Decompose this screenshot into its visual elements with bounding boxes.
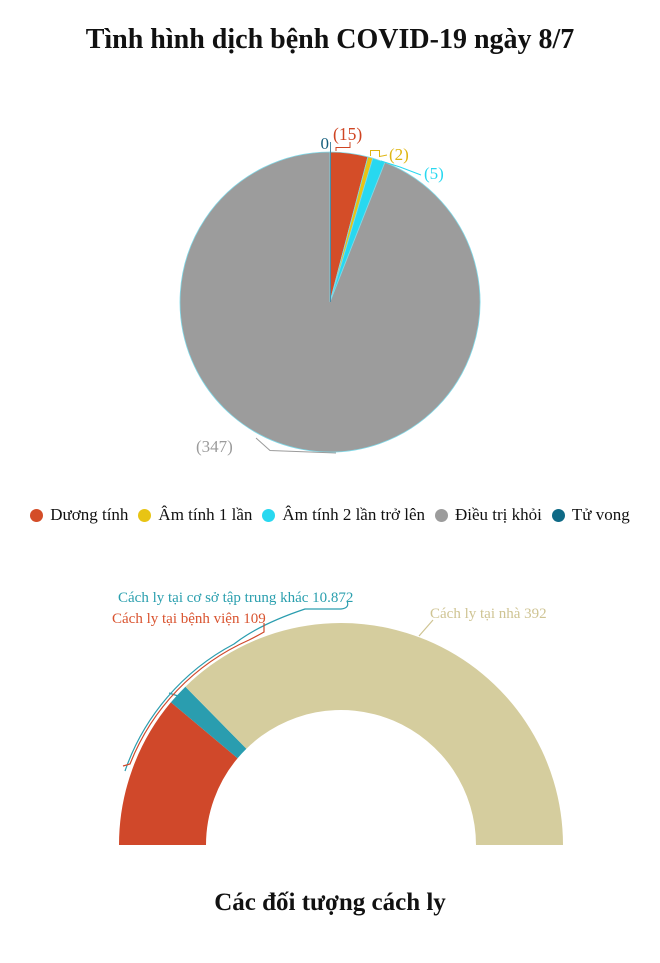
pie-label-duong-tinh: (15) — [333, 124, 362, 144]
legend-item-am-tinh-1-lan: Âm tính 1 lần — [138, 505, 252, 525]
leader-line-duong-tinh — [335, 142, 351, 151]
donut-slice-0 — [118, 702, 238, 845]
pie-label-tu-vong: 0 — [321, 134, 330, 153]
bottom-chart-title: Các đối tượng cách ly — [214, 889, 446, 916]
pie-label-am-tinh-1-lan: (2) — [389, 145, 409, 164]
legend-dot-tu-vong — [551, 508, 565, 522]
legend-label-tu-vong: Tử vong — [571, 505, 630, 524]
legend-dot-dieu-tri-khoi — [435, 508, 448, 522]
legend-dot-duong-tinh — [30, 508, 44, 522]
leader-line-am-tinh-2-lan — [380, 160, 422, 176]
leader-tick-cach-ly-tap-trung — [168, 692, 182, 698]
pie-label-dieu-tri-khoi: (347) — [196, 437, 233, 456]
pie-slice-3 — [179, 151, 481, 453]
top-chart-title: Tình hình dịch bệnh COVID-19 ngày 8/7 — [85, 24, 575, 55]
pie-label-am-tinh-2-lan: (5) — [424, 164, 444, 183]
legend-label-dieu-tri-khoi: Điều trị khỏi — [455, 505, 542, 524]
donut-label-cach-ly-benh-vien: Cách ly tại bệnh viện 109 — [112, 611, 266, 627]
legend-item-am-tinh-2-lan: Âm tính 2 lần trở lên — [262, 505, 425, 525]
donut-label-cach-ly-tap-trung: Cách ly tại cơ sở tập trung khác 10.872 — [118, 590, 354, 606]
leader-line-cach-ly-benh-vien — [122, 623, 265, 767]
legend-label-am-tinh-1-lan: Âm tính 1 lần — [158, 505, 253, 524]
pie-legend: Dương tính Âm tính 1 lần Âm tính 2 lần t… — [0, 505, 660, 525]
donut-slice-1 — [170, 686, 247, 759]
legend-item-duong-tinh: Dương tính — [30, 505, 128, 525]
legend-item-tu-vong: Tử vong — [551, 505, 630, 525]
pie-chart — [179, 151, 481, 453]
legend-label-am-tinh-2-lan: Âm tính 2 lần trở lên — [282, 505, 425, 524]
legend-dot-am-tinh-2-lan — [262, 508, 276, 522]
legend-dot-am-tinh-1-lan — [138, 508, 152, 522]
leader-line-am-tinh-1-lan — [370, 150, 388, 158]
quarantine-half-donut-chart — [118, 623, 563, 845]
legend-label-duong-tinh: Dương tính — [50, 505, 129, 524]
donut-slice-2 — [185, 623, 563, 845]
donut-label-cach-ly-tai-nha: Cách ly tại nhà 392 — [430, 606, 547, 622]
leader-line-cach-ly-tap-trung — [124, 600, 349, 772]
legend-item-dieu-tri-khoi: Điều trị khỏi — [435, 505, 542, 525]
leader-line-cach-ly-tai-nha — [418, 619, 434, 637]
leader-line-dieu-tri-khoi — [255, 437, 337, 454]
